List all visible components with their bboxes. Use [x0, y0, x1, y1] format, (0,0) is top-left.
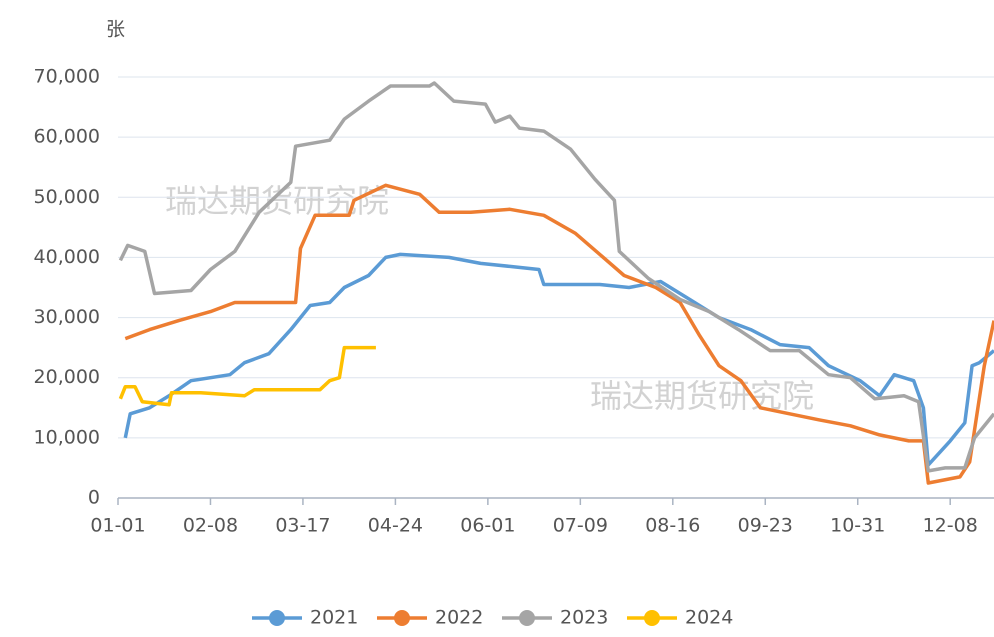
y-tick-label: 30,000 [34, 306, 100, 328]
x-tick-label: 08-16 [645, 515, 700, 537]
legend-marker [644, 610, 660, 626]
y-tick-label: 20,000 [34, 366, 100, 388]
series-line [124, 183, 994, 485]
x-tick-label: 01-01 [90, 515, 145, 537]
legend-label: 2022 [435, 607, 483, 629]
x-tick-label: 10-31 [830, 515, 885, 537]
watermark: 瑞达期货研究院 [590, 377, 814, 415]
y-tick-label: 60,000 [34, 126, 100, 148]
x-tick-label: 04-24 [368, 515, 423, 537]
series-line [123, 252, 994, 467]
y-tick-label: 50,000 [34, 186, 100, 208]
legend-label: 2023 [560, 607, 608, 629]
series-line [118, 81, 994, 473]
legend-label: 2024 [685, 607, 733, 629]
x-tick-label: 03-17 [275, 515, 330, 537]
x-tick-label: 06-01 [460, 515, 515, 537]
y-tick-label: 40,000 [34, 246, 100, 268]
x-tick-label: 12-08 [923, 515, 978, 537]
legend-marker [394, 610, 410, 626]
x-tick-label: 07-09 [553, 515, 608, 537]
y-tick-label: 10,000 [34, 426, 100, 448]
legend-label: 2021 [310, 607, 358, 629]
legend-marker [269, 610, 285, 626]
watermark: 瑞达期货研究院 [165, 182, 389, 220]
legend-marker [519, 610, 535, 626]
y-tick-label: 70,000 [34, 66, 100, 88]
x-tick-label: 02-08 [183, 515, 238, 537]
y-tick-label: 0 [88, 487, 100, 509]
series-line [118, 345, 376, 407]
y-unit: 张 [106, 19, 125, 41]
x-tick-label: 09-23 [738, 515, 793, 537]
